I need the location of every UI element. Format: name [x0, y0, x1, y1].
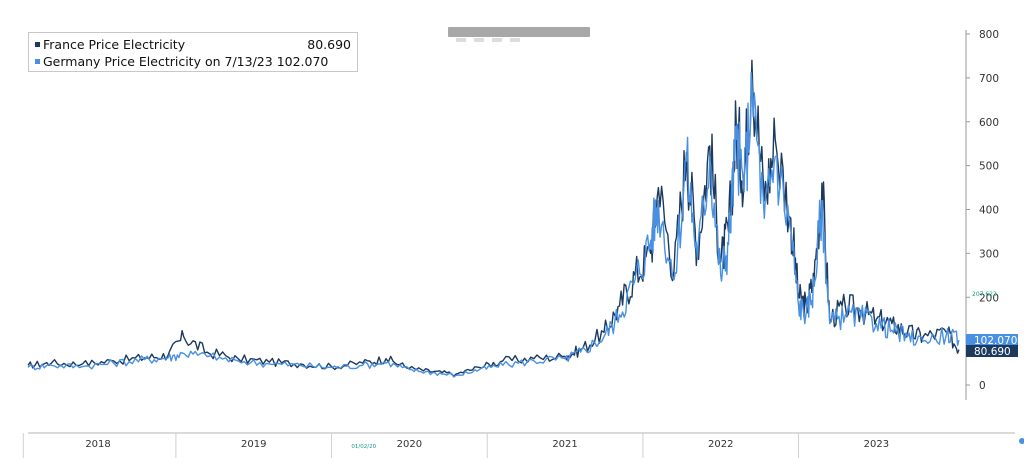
end-value-label-germany: 102.070 — [974, 335, 1017, 347]
legend-item-germany: Germany Price Electricity on 7/13/23 102… — [35, 53, 351, 70]
y-tick-label: 700 — [979, 73, 999, 85]
legend-label-france: France Price Electricity — [43, 37, 186, 52]
y-tick-label: 500 — [979, 161, 999, 173]
x-tick-label: 2023 — [864, 439, 889, 450]
legend-item-france: France Price Electricity 80.690 — [35, 36, 351, 53]
chart-legend: France Price Electricity 80.690 Germany … — [28, 32, 358, 72]
scroll-handle-icon[interactable] — [1019, 438, 1024, 444]
legend-swatch-france — [35, 42, 40, 47]
end-value-tag-germany — [966, 334, 1018, 346]
x-tick-label: 2020 — [397, 439, 422, 450]
end-value-tag-france — [966, 345, 1018, 357]
plot-lines — [27, 59, 960, 378]
legend-value-germany: 102.070 — [276, 54, 329, 69]
legend-label-germany: Germany Price Electricity on 7/13/23 — [43, 54, 273, 69]
y-tick-label: 800 — [979, 29, 999, 41]
y-axis: 0100200300400500600700800207.622 — [965, 29, 999, 400]
legend-value-france: 80.690 — [307, 37, 351, 52]
y-tick-label: 0 — [979, 380, 986, 392]
x-tick-label: 2019 — [241, 439, 266, 450]
series-line-germany — [27, 72, 960, 378]
x-tick-label: 2021 — [552, 439, 577, 450]
y-tick-label: 200 — [979, 292, 999, 304]
x-tick-label: 2018 — [85, 439, 110, 450]
legend-swatch-germany — [35, 59, 40, 64]
marker-value-label: 207.622 — [972, 291, 997, 298]
y-tick-label: 300 — [979, 248, 999, 260]
chart-toolbar-strip[interactable] — [448, 27, 590, 42]
cursor-date-label: 01/02/20 — [351, 444, 376, 450]
y-tick-label: 400 — [979, 205, 999, 217]
toolbar-segment-icon[interactable] — [456, 38, 466, 42]
toolbar-segment-icon[interactable] — [492, 38, 502, 42]
x-axis: 2018 2019 2020 2021 2022 2023 01/02/20 — [22, 432, 1024, 458]
x-tick-label: 2022 — [708, 439, 733, 450]
toolbar-segment-icon[interactable] — [510, 38, 520, 42]
y-tick-label: 600 — [979, 117, 999, 129]
end-value-label-france: 80.690 — [974, 346, 1011, 358]
toolbar-segment-icon[interactable] — [474, 38, 484, 42]
